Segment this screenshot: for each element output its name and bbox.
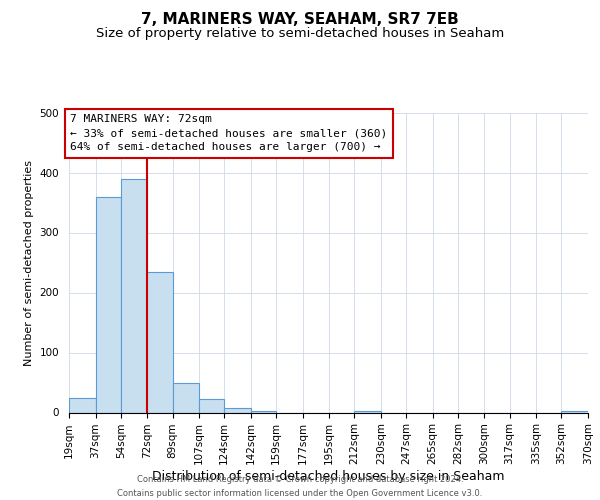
Bar xyxy=(148,272,173,412)
Bar xyxy=(69,398,95,412)
X-axis label: Distribution of semi-detached houses by size in Seaham: Distribution of semi-detached houses by … xyxy=(152,470,505,483)
Text: Size of property relative to semi-detached houses in Seaham: Size of property relative to semi-detach… xyxy=(96,28,504,40)
Bar xyxy=(173,382,199,412)
Text: 7, MARINERS WAY, SEAHAM, SR7 7EB: 7, MARINERS WAY, SEAHAM, SR7 7EB xyxy=(141,12,459,28)
Bar xyxy=(95,196,121,412)
Text: 7 MARINERS WAY: 72sqm
← 33% of semi-detached houses are smaller (360)
64% of sem: 7 MARINERS WAY: 72sqm ← 33% of semi-deta… xyxy=(70,114,388,152)
Text: Contains HM Land Registry data © Crown copyright and database right 2024.
Contai: Contains HM Land Registry data © Crown c… xyxy=(118,476,482,498)
Y-axis label: Number of semi-detached properties: Number of semi-detached properties xyxy=(24,160,34,366)
Bar xyxy=(121,178,148,412)
Bar xyxy=(199,398,224,412)
Bar xyxy=(224,408,251,412)
